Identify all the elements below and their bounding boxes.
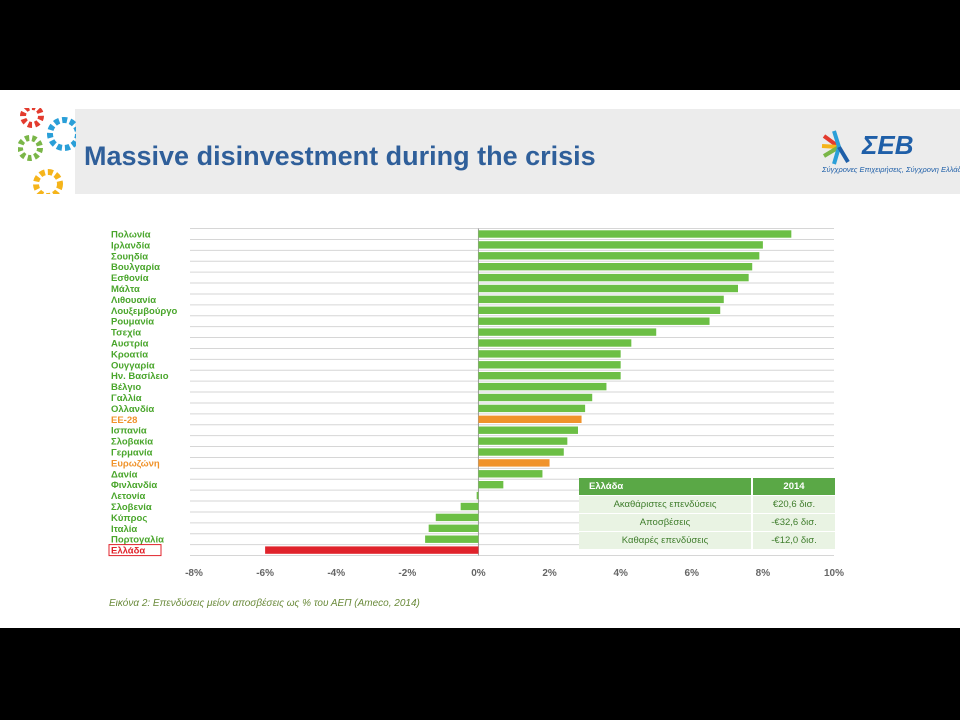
bar: [478, 273, 749, 282]
x-tick-label: -2%: [398, 568, 416, 579]
category-label: Ευρωζώνη: [111, 458, 160, 469]
bar: [478, 459, 550, 467]
category-label: Εσθονία: [111, 273, 149, 284]
bar: [478, 306, 721, 314]
bar: [478, 295, 724, 304]
gears-logo-icon: [18, 108, 76, 194]
bar: [476, 491, 479, 500]
x-tick-label: 10%: [824, 568, 844, 579]
x-tick-label: 2%: [542, 568, 557, 579]
bar: [478, 361, 621, 369]
bar: [425, 535, 479, 543]
header-band: [75, 109, 960, 194]
summary-header-value: 2014: [752, 478, 835, 496]
bar: [478, 284, 738, 293]
bar: [478, 350, 621, 358]
bar: [478, 481, 504, 489]
x-tick-label: -8%: [185, 568, 203, 579]
category-label: Λετονία: [111, 491, 146, 502]
category-label: Κύπρος: [111, 513, 147, 524]
bar: [478, 263, 753, 271]
category-label: ΕΕ-28: [111, 415, 137, 426]
slide-title: Massive disinvestment during the crisis: [84, 141, 596, 171]
category-label: Δανία: [111, 469, 138, 480]
category-label: Ελλάδα: [111, 546, 145, 557]
bar: [478, 404, 586, 413]
category-label: Λιθουανία: [111, 295, 156, 306]
category-label: Λουξεμβούργο: [111, 306, 178, 317]
category-label: Σλοβακία: [111, 437, 153, 448]
category-label: Ισπανία: [111, 426, 147, 437]
brand-tagline: Σύγχρονες Επιχειρήσεις, Σύγχρονη Ελλάδα: [822, 165, 960, 174]
category-label: Ουγγαρία: [111, 360, 155, 371]
summary-row-value: -€12,0 δισ.: [752, 531, 835, 549]
x-tick-label: 4%: [613, 568, 628, 579]
investment-bar-chart: ΠολωνίαΙρλανδίαΣουηδίαΒουλγαρίαΕσθονίαΜά…: [108, 228, 844, 579]
bar: [265, 546, 479, 554]
category-label: Γαλλία: [111, 393, 142, 404]
summary-row-label: Αποσβέσεις: [579, 513, 753, 532]
summary-row-label: Ακαθάριστες επενδύσεις: [579, 495, 753, 514]
category-label: Μάλτα: [111, 284, 140, 295]
bar: [478, 426, 578, 434]
bar: [478, 393, 593, 402]
bar: [478, 339, 632, 347]
greece-summary-table: Ελλάδα 2014 Ακαθάριστες επενδύσεις €20,6…: [579, 478, 835, 549]
summary-row-value: €20,6 δισ.: [752, 495, 835, 514]
category-label: Βουλγαρία: [111, 262, 160, 273]
summary-row: Καθαρές επενδύσεις -€12,0 δισ.: [579, 531, 835, 549]
brand-logo: ΣΕΒ Σύγχρονες Επιχειρήσεις, Σύγχρονη Ελλ…: [818, 128, 960, 178]
category-label: Φινλανδία: [111, 480, 157, 491]
bar: [478, 252, 760, 260]
summary-row-value: -€32,6 δισ.: [752, 513, 835, 532]
summary-row-label: Καθαρές επενδύσεις: [579, 531, 753, 549]
bar: [478, 437, 568, 445]
chart-bars: [265, 230, 792, 554]
bar: [435, 513, 479, 522]
bar: [478, 317, 710, 325]
category-label: Αυστρία: [111, 339, 149, 350]
brand-name: ΣΕΒ: [862, 130, 914, 160]
chart-category-labels: ΠολωνίαΙρλανδίαΣουηδίαΒουλγαρίαΕσθονίαΜά…: [108, 230, 178, 557]
category-label: Σουηδία: [111, 251, 148, 262]
bar: [478, 382, 607, 391]
category-label: Ρουμανία: [111, 317, 154, 328]
category-label: Κροατία: [111, 349, 148, 360]
chart-x-tick-labels: -8% -6% -4% -2% 0% 2% 4% 6% 8% 10%: [185, 568, 844, 579]
chart-caption: Εικόνα 2: Επενδύσεις μείον αποσβέσεις ως…: [109, 598, 420, 609]
summary-header-row: Ελλάδα 2014: [579, 478, 835, 496]
summary-row: Ακαθάριστες επενδύσεις €20,6 δισ.: [579, 495, 835, 514]
bar: [428, 524, 479, 532]
bar: [478, 448, 564, 456]
category-label: Ιρλανδία: [111, 240, 150, 251]
bar: [478, 470, 543, 478]
category-label: Βέλγιο: [111, 382, 141, 393]
x-tick-label: -6%: [256, 568, 274, 579]
category-label: Πολωνία: [111, 230, 151, 241]
bar: [460, 502, 479, 511]
star-burst-icon: [821, 130, 850, 165]
category-label: Γερμανία: [111, 448, 153, 459]
x-tick-label: 6%: [685, 568, 700, 579]
x-tick-label: 0%: [471, 568, 486, 579]
bar: [478, 328, 657, 336]
bar: [478, 415, 582, 423]
summary-header-label: Ελλάδα: [579, 478, 753, 496]
category-label: Ολλανδία: [111, 404, 154, 415]
bar: [478, 372, 621, 380]
slide: Massive disinvestment during the crisis …: [0, 90, 960, 628]
bar: [478, 241, 763, 249]
category-label: Πορτογαλία: [111, 535, 164, 546]
x-tick-label: 8%: [756, 568, 771, 579]
greece-label-box: [108, 544, 162, 557]
x-tick-label: -4%: [327, 568, 345, 579]
category-label: Τσεχία: [111, 328, 141, 339]
summary-row: Αποσβέσεις -€32,6 δισ.: [579, 513, 835, 532]
category-label: Ιταλία: [111, 524, 137, 535]
category-label: Σλοβενία: [111, 502, 152, 513]
bar: [478, 230, 792, 238]
category-label: Ην. Βασίλειο: [111, 371, 169, 382]
